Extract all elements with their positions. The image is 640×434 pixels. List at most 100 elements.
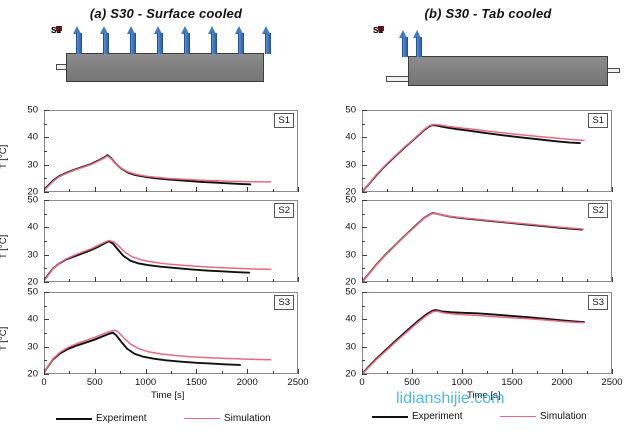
y-tick	[44, 346, 49, 348]
sensor-marker-s3	[56, 26, 62, 31]
x-tick	[171, 189, 172, 192]
panel-b-title: (b) S30 - Tab cooled	[424, 6, 552, 21]
y-tick	[44, 164, 49, 166]
y-tick-label: 50	[27, 104, 38, 116]
x-tick-label: 0	[359, 377, 365, 388]
x-tick	[247, 369, 249, 374]
cooling-arrow-icon	[208, 26, 217, 54]
y-tick	[44, 151, 47, 152]
x-tick	[612, 277, 613, 282]
x-tick	[196, 369, 198, 374]
y-tick	[362, 123, 365, 125]
y-tick	[362, 305, 365, 307]
x-tick	[272, 279, 274, 282]
arrow-shaft	[129, 33, 136, 54]
y-tick	[362, 200, 367, 201]
x-tick	[487, 189, 488, 192]
sensor-label-s3: S3	[51, 26, 61, 35]
series-line-experiment	[362, 309, 585, 374]
y-tick	[362, 282, 367, 283]
y-tick-label: 20	[345, 276, 356, 288]
series-line-simulation	[44, 329, 272, 374]
x-tick	[462, 369, 463, 374]
x-tick	[120, 371, 122, 374]
arrow-head-icon	[181, 26, 189, 34]
x-tick	[412, 369, 413, 374]
legend-label: Simulation	[224, 413, 271, 424]
series-line-experiment	[44, 154, 252, 191]
chart-label: S1	[274, 113, 294, 128]
y-tick	[44, 282, 49, 283]
x-tick	[221, 371, 223, 374]
x-tick	[562, 369, 563, 374]
arrow-head-icon	[262, 26, 270, 34]
y-tick	[362, 268, 365, 270]
y-tick	[362, 192, 367, 193]
y-tick-label: 50	[345, 104, 356, 116]
x-tick-label: 1500	[501, 377, 523, 388]
x-tick	[387, 189, 388, 192]
legend-label: Experiment	[96, 413, 147, 424]
x-tick-label: 500	[86, 377, 103, 388]
y-tick	[44, 268, 47, 270]
arrow-shaft	[183, 33, 190, 54]
plot-canvas	[44, 329, 272, 374]
x-tick	[537, 279, 538, 282]
x-tick	[69, 371, 71, 374]
cell-tab-right	[606, 68, 620, 73]
arrow-shaft	[237, 33, 244, 54]
chart-b-s1: S1	[362, 110, 613, 193]
x-tick	[298, 277, 299, 282]
x-tick	[145, 369, 147, 374]
x-tick	[362, 369, 363, 374]
cooling-arrow-icon	[399, 30, 408, 57]
x-tick	[298, 369, 299, 374]
panel-a-title: (a) S30 - Surface cooled	[89, 6, 243, 21]
y-tick	[44, 200, 49, 201]
chart-label: S1	[588, 113, 608, 128]
series-line-simulation	[362, 123, 585, 192]
x-tick	[487, 371, 488, 374]
x-tick	[587, 279, 588, 282]
y-tick	[362, 110, 367, 111]
x-tick	[437, 279, 438, 282]
y-tick-label: 20	[345, 186, 356, 198]
plot-canvas	[362, 212, 584, 282]
arrow-head-icon	[399, 30, 407, 38]
cooling-arrow-icon	[262, 26, 271, 54]
x-tick	[196, 187, 198, 192]
y-tick	[362, 227, 367, 229]
y-axis-title: T [°C]	[0, 234, 9, 259]
y-tick	[44, 374, 49, 375]
chart-label: S2	[274, 203, 294, 218]
y-tick-label: 30	[345, 159, 356, 171]
x-tick	[247, 187, 249, 192]
x-tick-label: 2000	[236, 377, 258, 388]
legend-swatch	[500, 416, 536, 417]
x-tick-label: 0	[41, 377, 47, 388]
y-tick-label: 30	[27, 341, 38, 353]
x-tick-label: 1000	[451, 377, 473, 388]
cooling-arrow-icon	[413, 30, 422, 57]
x-tick	[412, 187, 413, 192]
y-tick-label: 40	[345, 221, 356, 233]
y-tick-label: 20	[27, 368, 38, 380]
sensor-marker-s3	[378, 26, 384, 31]
x-tick	[387, 371, 388, 374]
y-tick-label: 30	[345, 249, 356, 261]
y-tick	[44, 227, 49, 229]
cooling-arrow-icon	[73, 26, 82, 54]
x-tick	[94, 277, 96, 282]
plot-canvas	[44, 239, 272, 282]
x-tick-label: 2500	[287, 377, 309, 388]
series-line-simulation	[44, 155, 272, 192]
y-tick	[362, 213, 365, 215]
cooling-arrow-icon	[127, 26, 136, 54]
x-tick	[247, 277, 249, 282]
x-tick	[221, 279, 223, 282]
arrow-head-icon	[235, 26, 243, 34]
panel-a-legend: Experiment Simulation	[56, 413, 296, 429]
series-line-experiment	[44, 331, 242, 374]
